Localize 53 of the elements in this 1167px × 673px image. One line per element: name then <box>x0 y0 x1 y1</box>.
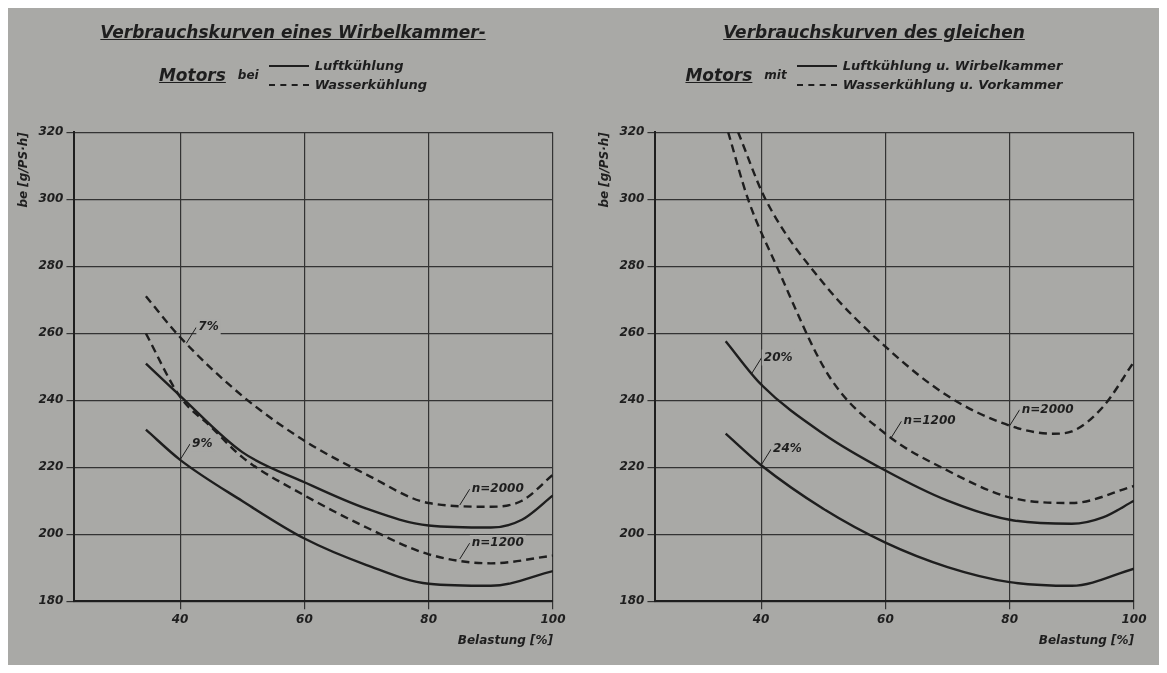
x-tick-label: 60 <box>296 611 313 626</box>
line-series <box>144 295 553 508</box>
y-axis-title: be [g/PS·h] <box>16 131 31 208</box>
chart-subtitle: Motors <box>685 65 753 85</box>
x-tick-label: 100 <box>540 611 566 626</box>
chart-title: Verbrauchskurven eines Wirbelkammer- <box>100 22 486 42</box>
chart-subtitle: Motors <box>158 65 226 85</box>
line-series <box>724 432 1134 587</box>
y-tick-label: 240 <box>38 392 64 407</box>
y-tick-label: 220 <box>619 459 645 474</box>
x-tick-label: 80 <box>1001 611 1019 626</box>
annotation: n=2000 <box>471 481 524 496</box>
y-tick-label: 320 <box>38 124 64 139</box>
x-tick-label: 100 <box>1121 611 1147 626</box>
legend-title: bei <box>237 68 259 82</box>
y-tick-label: 320 <box>619 124 645 139</box>
y-tick-label: 260 <box>38 325 64 340</box>
line-series <box>726 132 1134 505</box>
y-axis-title: be [g/PS·h] <box>597 131 612 208</box>
x-tick-label: 40 <box>170 611 189 626</box>
y-tick-label: 260 <box>619 325 645 340</box>
line-series <box>724 340 1134 526</box>
line-series <box>144 428 553 587</box>
annotation: n=1200 <box>471 535 524 550</box>
legend-label: Luftkühlung u. Wirbelkammer <box>842 58 1063 73</box>
annotation: 20% <box>763 349 793 364</box>
legend-label: Luftkühlung <box>314 58 404 73</box>
x-tick-label: 60 <box>877 611 894 626</box>
annotation: 7% <box>198 319 219 334</box>
legend-label: Wasserkühlung u. Vorkammer <box>842 77 1063 92</box>
y-tick-label: 180 <box>619 593 645 608</box>
x-axis-title: Belastung [%] <box>457 632 554 647</box>
y-tick-label: 300 <box>619 191 645 206</box>
y-tick-label: 280 <box>38 258 64 273</box>
legend-title: mit <box>764 68 787 82</box>
annotation: n=1200 <box>903 413 956 428</box>
chart-title: Verbrauchskurven des gleichen <box>723 22 1025 42</box>
y-tick-label: 300 <box>38 191 64 206</box>
y-tick-label: 200 <box>38 526 64 541</box>
annotation: n=2000 <box>1021 401 1074 416</box>
y-tick-label: 280 <box>619 258 645 273</box>
annotation: 24% <box>773 441 802 456</box>
x-axis-title: Belastung [%] <box>1038 632 1135 647</box>
y-tick-label: 220 <box>38 459 64 474</box>
line-series <box>144 332 553 565</box>
y-tick-label: 200 <box>619 526 645 541</box>
x-tick-label: 80 <box>420 611 438 626</box>
line-series <box>736 132 1134 435</box>
y-tick-label: 180 <box>38 593 64 608</box>
annotation: 9% <box>192 435 213 450</box>
legend-label: Wasserkühlung <box>314 77 428 92</box>
y-tick-label: 240 <box>619 392 645 407</box>
x-tick-label: 40 <box>751 611 770 626</box>
